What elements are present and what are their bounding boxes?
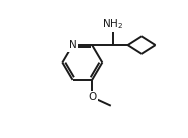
Text: N: N	[69, 40, 76, 50]
Text: O: O	[88, 92, 96, 102]
Text: NH$_2$: NH$_2$	[102, 17, 123, 31]
